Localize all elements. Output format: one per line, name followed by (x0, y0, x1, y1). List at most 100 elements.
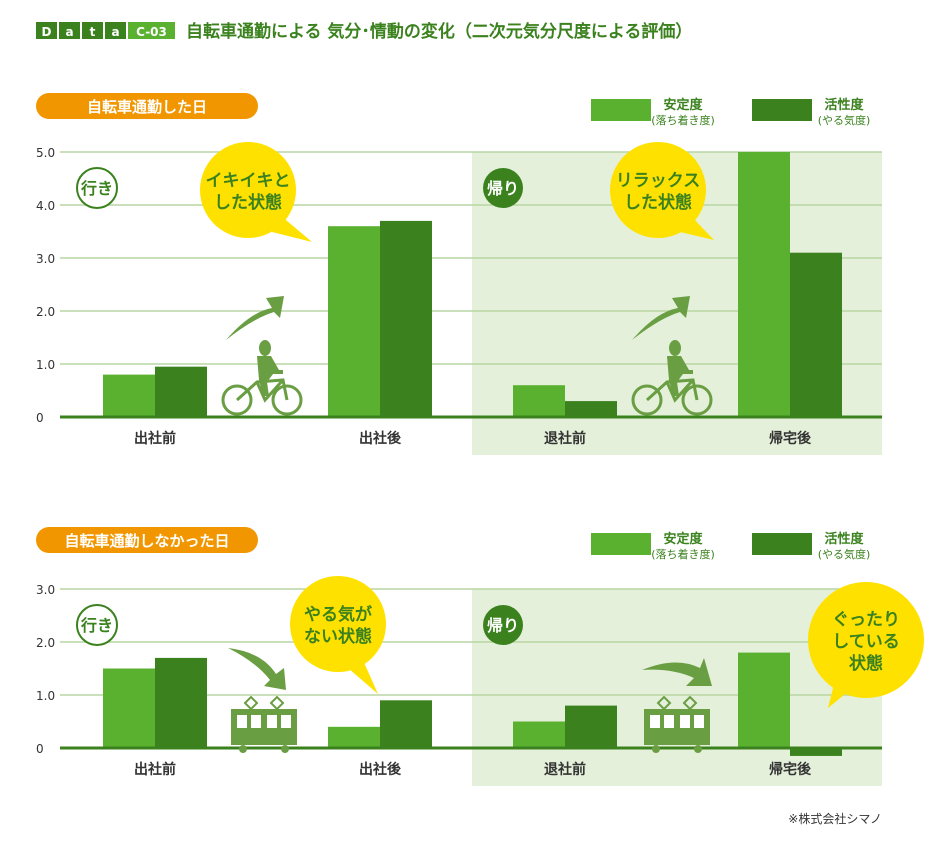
rider-head (669, 340, 681, 356)
speech-bubble-text: した状態 (214, 192, 282, 213)
y-tick-label: 3.0 (36, 252, 55, 266)
wheel (221, 384, 253, 416)
legend-label: 安定度 (663, 531, 703, 547)
bar-activity (565, 401, 617, 417)
y-tick-label: 2.0 (36, 305, 55, 319)
falling-arrow-icon (642, 658, 712, 686)
train-wheel (281, 745, 289, 753)
speech-bubble-text: やる気が (304, 604, 372, 625)
return-label: 帰り (487, 616, 519, 635)
page-title: 自転車通勤による 気分･情動の変化（二次元気分尺度による評価） (186, 21, 692, 42)
bike-frame (645, 378, 699, 403)
rising-arrow-icon (226, 296, 284, 340)
rider-icon (667, 340, 693, 396)
bar-stability (513, 721, 565, 748)
bar-activity (155, 366, 207, 417)
wheel (681, 384, 713, 416)
x-category-label: 帰宅後 (769, 761, 812, 778)
bar-stability (513, 385, 565, 417)
speech-bubble-text: イキイキと (206, 171, 291, 191)
speech-bubble-text: ぐったり (832, 610, 900, 630)
speech-bubble (290, 576, 386, 672)
source-note: ※株式会社シマノ (788, 811, 882, 826)
train-window (650, 715, 660, 728)
y-tick-label: 3.0 (36, 583, 55, 597)
y-tick-label: 0 (36, 742, 44, 756)
falling-arrow-icon (228, 648, 286, 690)
bar-activity (155, 657, 207, 748)
bar-stability (328, 726, 380, 748)
rider-head (259, 340, 271, 356)
return-label: 帰り (487, 179, 519, 198)
badge-code: C-03 (136, 25, 167, 39)
chart-title-pill (36, 93, 258, 119)
y-tick-label: 2.0 (36, 636, 55, 650)
badge-letter-box (82, 22, 103, 39)
train-window (251, 715, 261, 728)
rider-body (667, 356, 693, 396)
speech-bubble (610, 142, 706, 238)
bar-activity (565, 705, 617, 748)
bar-stability (103, 374, 155, 417)
rider-body (257, 356, 283, 396)
legend-sublabel: (やる気度) (818, 547, 871, 561)
bicycle-icon (631, 378, 713, 416)
legend-label: 活性度 (824, 531, 864, 547)
go-badge (76, 604, 118, 646)
badge-letter-box (36, 22, 57, 39)
y-tick-label: 1.0 (36, 358, 55, 372)
bar-stability (738, 152, 790, 417)
x-category-label: 出社前 (134, 761, 176, 778)
speech-bubble-text: リラックス (616, 171, 701, 191)
speech-bubble-text: ない状態 (304, 626, 372, 647)
legend-label: 安定度 (663, 97, 703, 113)
chart-title: 自転車通勤しなかった日 (64, 532, 229, 550)
badge-letter: a (65, 25, 73, 39)
x-category-label: 出社前 (134, 430, 176, 447)
bar-activity (380, 220, 432, 417)
x-category-label: 帰宅後 (769, 430, 812, 447)
bar-activity (380, 700, 432, 748)
train-wheel (652, 745, 660, 753)
badge-letter: t (90, 25, 96, 39)
legend-swatch (752, 533, 812, 555)
return-badge (483, 168, 523, 208)
train-wheel (694, 745, 702, 753)
train-window (694, 715, 704, 728)
x-category-label: 退社前 (544, 761, 586, 778)
chart-title: 自転車通勤した日 (87, 98, 207, 116)
speech-bubble (808, 582, 924, 698)
go-label: 行き (80, 179, 113, 198)
train-icon (644, 695, 710, 753)
x-category-label: 出社後 (359, 761, 402, 778)
wheel (271, 384, 303, 416)
rider-icon (257, 340, 283, 396)
bike-frame (235, 378, 289, 403)
train-window (237, 715, 247, 728)
legend-sublabel: (やる気度) (818, 113, 871, 127)
wheel (631, 384, 663, 416)
legend-sublabel: (落ち着き度) (651, 547, 715, 561)
train-icon (231, 695, 297, 753)
rising-arrow-icon (632, 296, 690, 340)
go-label: 行き (80, 616, 113, 635)
bicycle-icon (221, 378, 303, 416)
bar-stability (738, 652, 790, 748)
y-tick-label: 4.0 (36, 199, 55, 213)
train-window (267, 715, 277, 728)
legend-swatch (752, 99, 812, 121)
pantograph (656, 695, 698, 711)
badge-letter-box (105, 22, 126, 39)
bar-stability (328, 226, 380, 417)
badge-letter-box (59, 22, 80, 39)
speech-bubble (200, 142, 296, 238)
go-badge (76, 167, 118, 209)
badge-letter: a (111, 25, 119, 39)
legend-swatch (591, 533, 651, 555)
train-wheel (239, 745, 247, 753)
x-category-label: 退社前 (544, 430, 586, 447)
speech-bubble-text: している (832, 632, 900, 652)
speech-bubble-text: した状態 (624, 192, 692, 213)
